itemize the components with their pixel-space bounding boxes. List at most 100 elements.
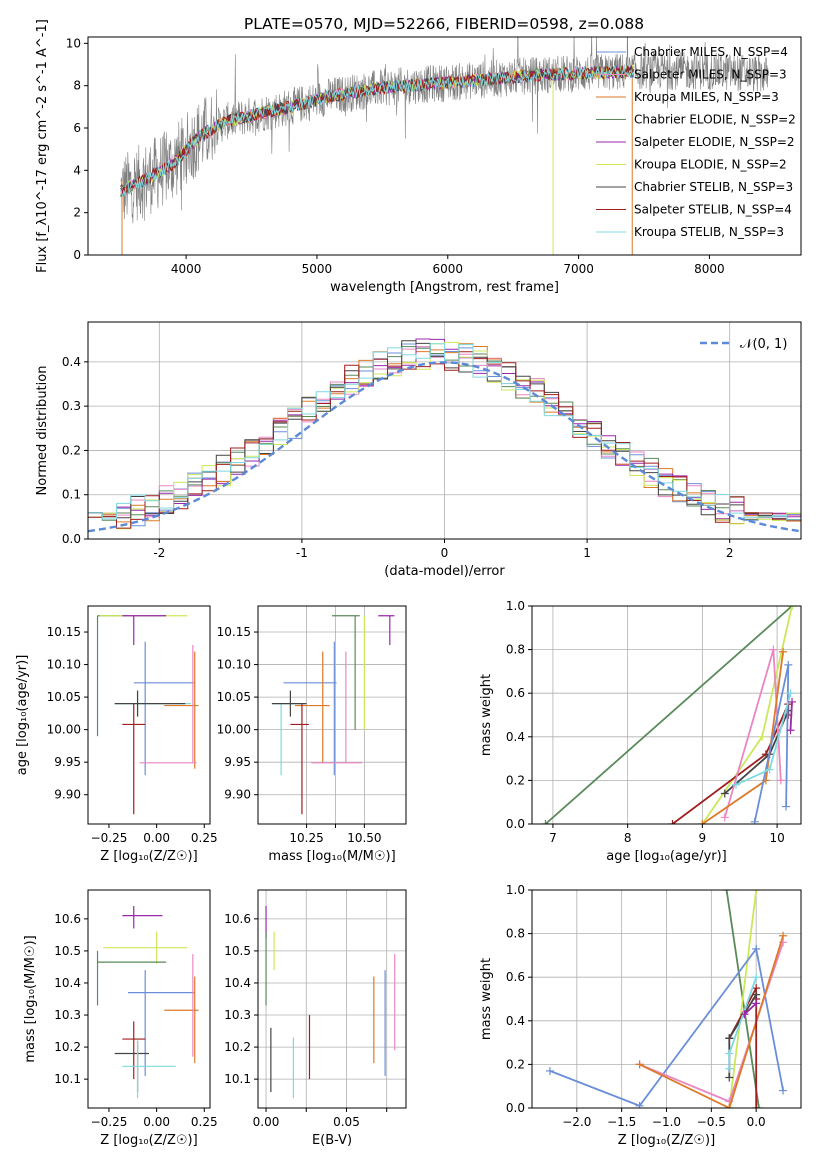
x-tick-label: 8 [624,831,632,845]
y-tick-label: 10 [66,36,81,50]
plot-area-age_vs_mass [271,615,395,815]
legend-entry: Chabrier STELIB, N_SSP=3 [634,180,793,194]
y-tick-label: 10.10 [217,658,251,672]
plot-area-weight_vs_age [541,606,797,824]
axes-mass_vs_ebv: 0.00 0.05 10.1 10.2 10.3 10.4 10.5 10.6 E(B-V) [224,889,407,1148]
y-tick-label: 0.4 [506,730,525,744]
model-line-kroupa_stelib [120,64,634,198]
y-tick-label: 0 [73,248,81,262]
y-tick-label: 10.4 [54,976,81,990]
weight-marker-chabrier_miles [779,1086,788,1095]
x-tick-label: 10.25 [289,831,323,845]
legend-entry: Salpeter STELIB, N_SSP=4 [634,203,792,217]
weight-marker-chabrier_elodie [541,820,550,824]
x-tick-label: 2 [726,546,734,560]
legend-entry: Chabrier MILES, N_SSP=4 [634,45,788,59]
y-tick-label: 0.1 [62,488,81,502]
axes-frame [87,605,211,825]
x-tick-label: 7 [549,831,557,845]
y-tick-label: 2 [73,206,81,220]
legend-entry: Chabrier ELODIE, N_SSP=2 [634,113,796,127]
weight-marker-kroupa_stelib [731,780,740,789]
weight-line-salpeter_elodie [743,1002,757,1015]
x-tick-label: 1 [583,546,591,560]
weight-marker-chabrier_miles [784,660,793,669]
x-axis-label: wavelength [Angstrom, rest frame] [330,280,559,295]
x-tick-label: -2 [153,546,165,560]
legend-entry: Salpeter MILES, N_SSP=3 [634,68,787,82]
y-tick-label: 10.10 [47,658,81,672]
weight-marker-kroupa_miles [635,1060,644,1069]
y-tick-label: 0.2 [62,443,81,457]
plot-area-weight_vs_Z [545,890,788,1108]
y-tick-label: 10.1 [224,1072,251,1086]
weight-line-chabrier_miles [549,946,784,1107]
weight-line-salpeter_elodie [789,701,793,731]
weight-line-chabrier_miles [753,664,790,822]
x-tick-label: −0.25 [91,831,128,845]
weight-marker-chabrier_miles [545,1066,554,1075]
weight-line-kroupa_elodie [728,890,758,1108]
x-tick-label: 0.00 [143,1115,170,1129]
weight-marker-kroupa_miles [779,931,788,940]
x-axis-label: age [log₁₀(age/yr)] [606,849,727,864]
axes-age_vs_mass: 10.25 10.50 9.90 9.95 10.00 10.05 10.10 10.15 ma… [217,605,407,864]
y-tick-label: 0.6 [506,970,525,984]
y-axis-label: Normed distribution [35,366,50,496]
y-tick-label: 8 [73,79,81,93]
x-tick-label: 10.50 [347,831,381,845]
weight-marker-chabrier_stelib [752,990,761,999]
plot-area-spectrum [120,37,769,255]
histogram-kroupa_stelib [88,343,801,521]
legend-entry: 𝒩(0, 1) [740,337,787,352]
x-tick-label: 9 [699,831,707,845]
y-tick-label: 1.0 [506,599,525,613]
x-tick-label: 0.00 [253,1115,280,1129]
x-tick-label: 0.00 [143,831,170,845]
histogram-salpeter_stelib [88,351,801,529]
x-axis-label: Z [log₁₀(Z/Z☉)] [618,1133,715,1148]
axes-frame [87,321,802,540]
weight-marker-salpeter_elodie [752,999,761,1008]
y-tick-label: 10.2 [54,1040,81,1054]
y-tick-label: 4 [73,163,81,177]
x-tick-label: −2.0 [562,1115,591,1129]
x-axis-label: (data-model)/error [384,564,505,579]
y-tick-label: 9.90 [224,788,251,802]
y-tick-label: 0.6 [506,686,525,700]
x-tick-label: −0.25 [91,1115,128,1129]
weight-marker-salpeter_stelib [668,820,677,824]
plot-area-age_vs_Z [96,615,199,815]
y-axis-label: mass weight [479,958,494,1040]
axes-spectrum: 4000 5000 6000 7000 8000 0 2 4 6 8 10 wavelength [A… [35,19,802,295]
weight-marker-salpeter_miles [720,813,729,822]
legend-entry: Kroupa STELIB, N_SSP=3 [634,225,784,239]
x-tick-label: 6000 [432,262,463,276]
y-tick-label: 10.5 [54,944,81,958]
y-tick-label: 0.0 [506,817,525,831]
weight-marker-kroupa_elodie [788,606,797,610]
gaussian-curve [88,361,801,533]
y-tick-label: 10.15 [47,625,81,639]
x-tick-label: 0.25 [191,831,218,845]
y-tick-label: 9.95 [224,755,251,769]
x-tick-label: 0 [441,546,449,560]
legend-entry: Kroupa ELODIE, N_SSP=2 [634,158,787,172]
weight-marker-salpeter_elodie [786,726,795,735]
x-axis-label: mass [log₁₀(M/M☉)] [268,849,395,864]
x-tick-label: 7000 [563,262,594,276]
y-tick-label: 6 [73,121,81,135]
x-tick-label: −0.5 [697,1115,726,1129]
weight-line-kroupa_miles [701,651,784,824]
weight-marker-kroupa_stelib [725,1049,734,1058]
weight-marker-kroupa_stelib [765,765,774,774]
x-axis-label: E(B-V) [312,1133,352,1148]
weight-marker-kroupa_stelib [752,973,761,982]
x-tick-label: −1.0 [652,1115,681,1129]
weight-marker-kroupa_miles [779,647,788,656]
weight-marker-chabrier_elodie [722,890,731,894]
axes-weight_vs_age: 7 8 9 10 0.0 0.2 0.4 0.6 0.8 1.0 age [log₁₀(age/yr… [479,599,802,864]
y-tick-label: 1.0 [506,883,525,897]
